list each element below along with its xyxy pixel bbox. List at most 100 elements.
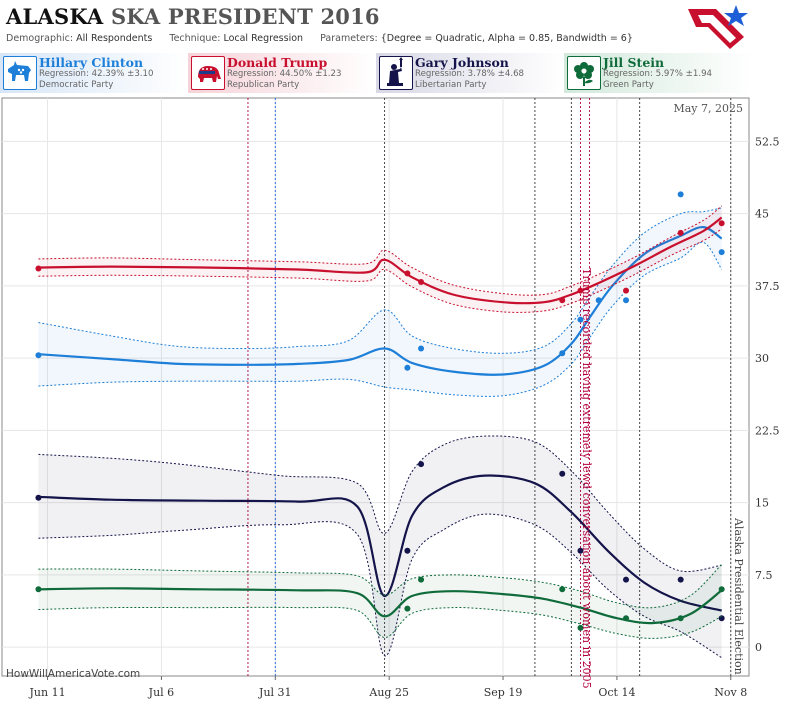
demographic-value: All Respondents	[76, 33, 153, 44]
chart-date-label: May 7, 2025	[673, 102, 743, 115]
poll-point	[677, 191, 684, 198]
poll-point	[718, 220, 725, 227]
series-trump	[35, 205, 725, 313]
poll-point	[559, 297, 566, 304]
y-tick-label: 15	[755, 497, 769, 510]
poll-point	[677, 615, 684, 622]
poll-point	[418, 576, 425, 583]
poll-point	[623, 297, 630, 304]
poll-point	[677, 576, 684, 583]
poll-point	[404, 364, 411, 371]
poll-point	[404, 605, 411, 612]
poll-point	[35, 352, 42, 359]
parameters-value: {Degree = Quadratic, Alpha = 0.85, Bandw…	[380, 33, 633, 44]
site-logo-icon	[688, 5, 748, 49]
poll-point	[559, 470, 566, 477]
page-title: ALASKA SKA PRESIDENT 2016	[6, 4, 380, 29]
candidate-name: Gary Johnson	[415, 55, 509, 70]
series-stein	[35, 563, 725, 639]
candidate-name: Hillary Clinton	[39, 55, 144, 70]
y-tick-label: 52.5	[755, 135, 780, 148]
technique-value: Local Regression	[223, 33, 304, 44]
upper-bound-line	[38, 563, 723, 609]
upper-bound-line	[38, 435, 722, 573]
statue-of-liberty-icon	[379, 56, 413, 90]
poll-point	[404, 270, 411, 277]
x-tick-label: Jun 11	[29, 686, 66, 699]
confidence-band	[38, 207, 722, 397]
poll-point	[577, 547, 584, 554]
poll-point	[595, 297, 602, 304]
x-tick-label: Oct 14	[598, 686, 635, 699]
annotation-label: Alaska Presidential Election	[732, 517, 745, 675]
poll-point	[418, 345, 425, 352]
elephant-icon	[191, 56, 225, 90]
candidate-card-johnson[interactable]: Gary Johnson Regression: 3.78% ±4.68 Lib…	[376, 53, 564, 93]
poll-point	[404, 547, 411, 554]
poll-point	[35, 494, 42, 501]
candidate-party: Republican Party	[227, 80, 300, 90]
x-tick-label: Aug 25	[368, 686, 409, 699]
parameters-label: Parameters:	[320, 33, 378, 44]
confidence-band	[38, 435, 722, 658]
poll-point	[418, 461, 425, 468]
y-tick-label: 30	[755, 352, 769, 365]
poll-point	[577, 316, 584, 323]
poll-point	[35, 586, 42, 593]
poll-point	[718, 586, 725, 593]
annotation-label: Trump recorded having extremely lewd con…	[580, 268, 593, 689]
candidate-regression: Regression: 5.97% ±1.94	[603, 69, 712, 79]
poll-point	[623, 615, 630, 622]
polling-chart: 0 7.5 15 22.5 30 37.5 45 52.5 Jun 11 Jul 6 Jul 31 A…	[1, 97, 780, 699]
upper-bound-line	[38, 207, 722, 354]
confidence-band	[38, 564, 722, 639]
candidate-party: Democratic Party	[39, 80, 114, 90]
confidence-band	[38, 205, 722, 313]
series-clinton	[35, 191, 725, 397]
candidate-party: Green Party	[603, 80, 654, 90]
poll-point	[623, 576, 630, 583]
trend-line	[38, 474, 722, 612]
x-tick-label: Nov 8	[714, 686, 747, 699]
candidate-name: Jill Stein	[603, 55, 665, 70]
trend-line	[38, 225, 723, 376]
y-tick-label: 37.5	[755, 280, 780, 293]
poll-point	[577, 624, 584, 631]
demographic-field: Demographic: All Respondents	[6, 33, 152, 44]
poll-point	[718, 249, 725, 256]
donkey-icon	[3, 56, 37, 90]
series-johnson	[35, 435, 725, 659]
x-tick-label: Jul 6	[148, 686, 175, 699]
candidate-regression: Regression: 44.50% ±1.23	[227, 69, 342, 79]
poll-point	[559, 586, 566, 593]
lower-bound-line	[38, 513, 722, 659]
y-tick-label: 0	[755, 641, 762, 654]
poll-point	[577, 287, 584, 294]
poll-point	[623, 287, 630, 294]
parameters-field: Parameters: {Degree = Quadratic, Alpha =…	[320, 33, 633, 44]
technique-label: Technique:	[169, 33, 221, 44]
title-race: SKA PRESIDENT 2016	[110, 4, 380, 29]
x-tick-label: Sep 19	[484, 686, 523, 699]
y-tick-label: 22.5	[755, 424, 780, 437]
y-tick-label: 45	[755, 208, 769, 221]
parameters-line: Demographic: All Respondents Technique: …	[6, 33, 647, 44]
site-credit: HowWillAmericaVote.com	[6, 668, 141, 680]
candidate-card-stein[interactable]: Jill Stein Regression: 5.97% ±1.94 Green…	[564, 53, 752, 93]
poll-point	[35, 265, 42, 272]
poll-point	[677, 229, 684, 236]
candidate-regression: Regression: 42.39% ±3.10	[39, 69, 154, 79]
y-tick-label: 7.5	[755, 569, 773, 582]
x-tick-label: Jul 31	[258, 686, 292, 699]
candidate-legend: Hillary Clinton Regression: 42.39% ±3.10…	[0, 53, 789, 95]
trend-line	[38, 216, 723, 305]
candidate-card-trump[interactable]: Donald Trump Regression: 44.50% ±1.23 Re…	[188, 53, 376, 93]
demographic-label: Demographic:	[6, 33, 74, 44]
trend-line	[38, 587, 723, 625]
candidate-party: Libertarian Party	[415, 80, 487, 90]
flower-icon	[567, 56, 601, 90]
lower-bound-line	[38, 606, 722, 639]
candidate-card-clinton[interactable]: Hillary Clinton Regression: 42.39% ±3.10…	[0, 53, 188, 93]
poll-point	[559, 350, 566, 357]
title-state: ALASKA	[6, 4, 104, 29]
